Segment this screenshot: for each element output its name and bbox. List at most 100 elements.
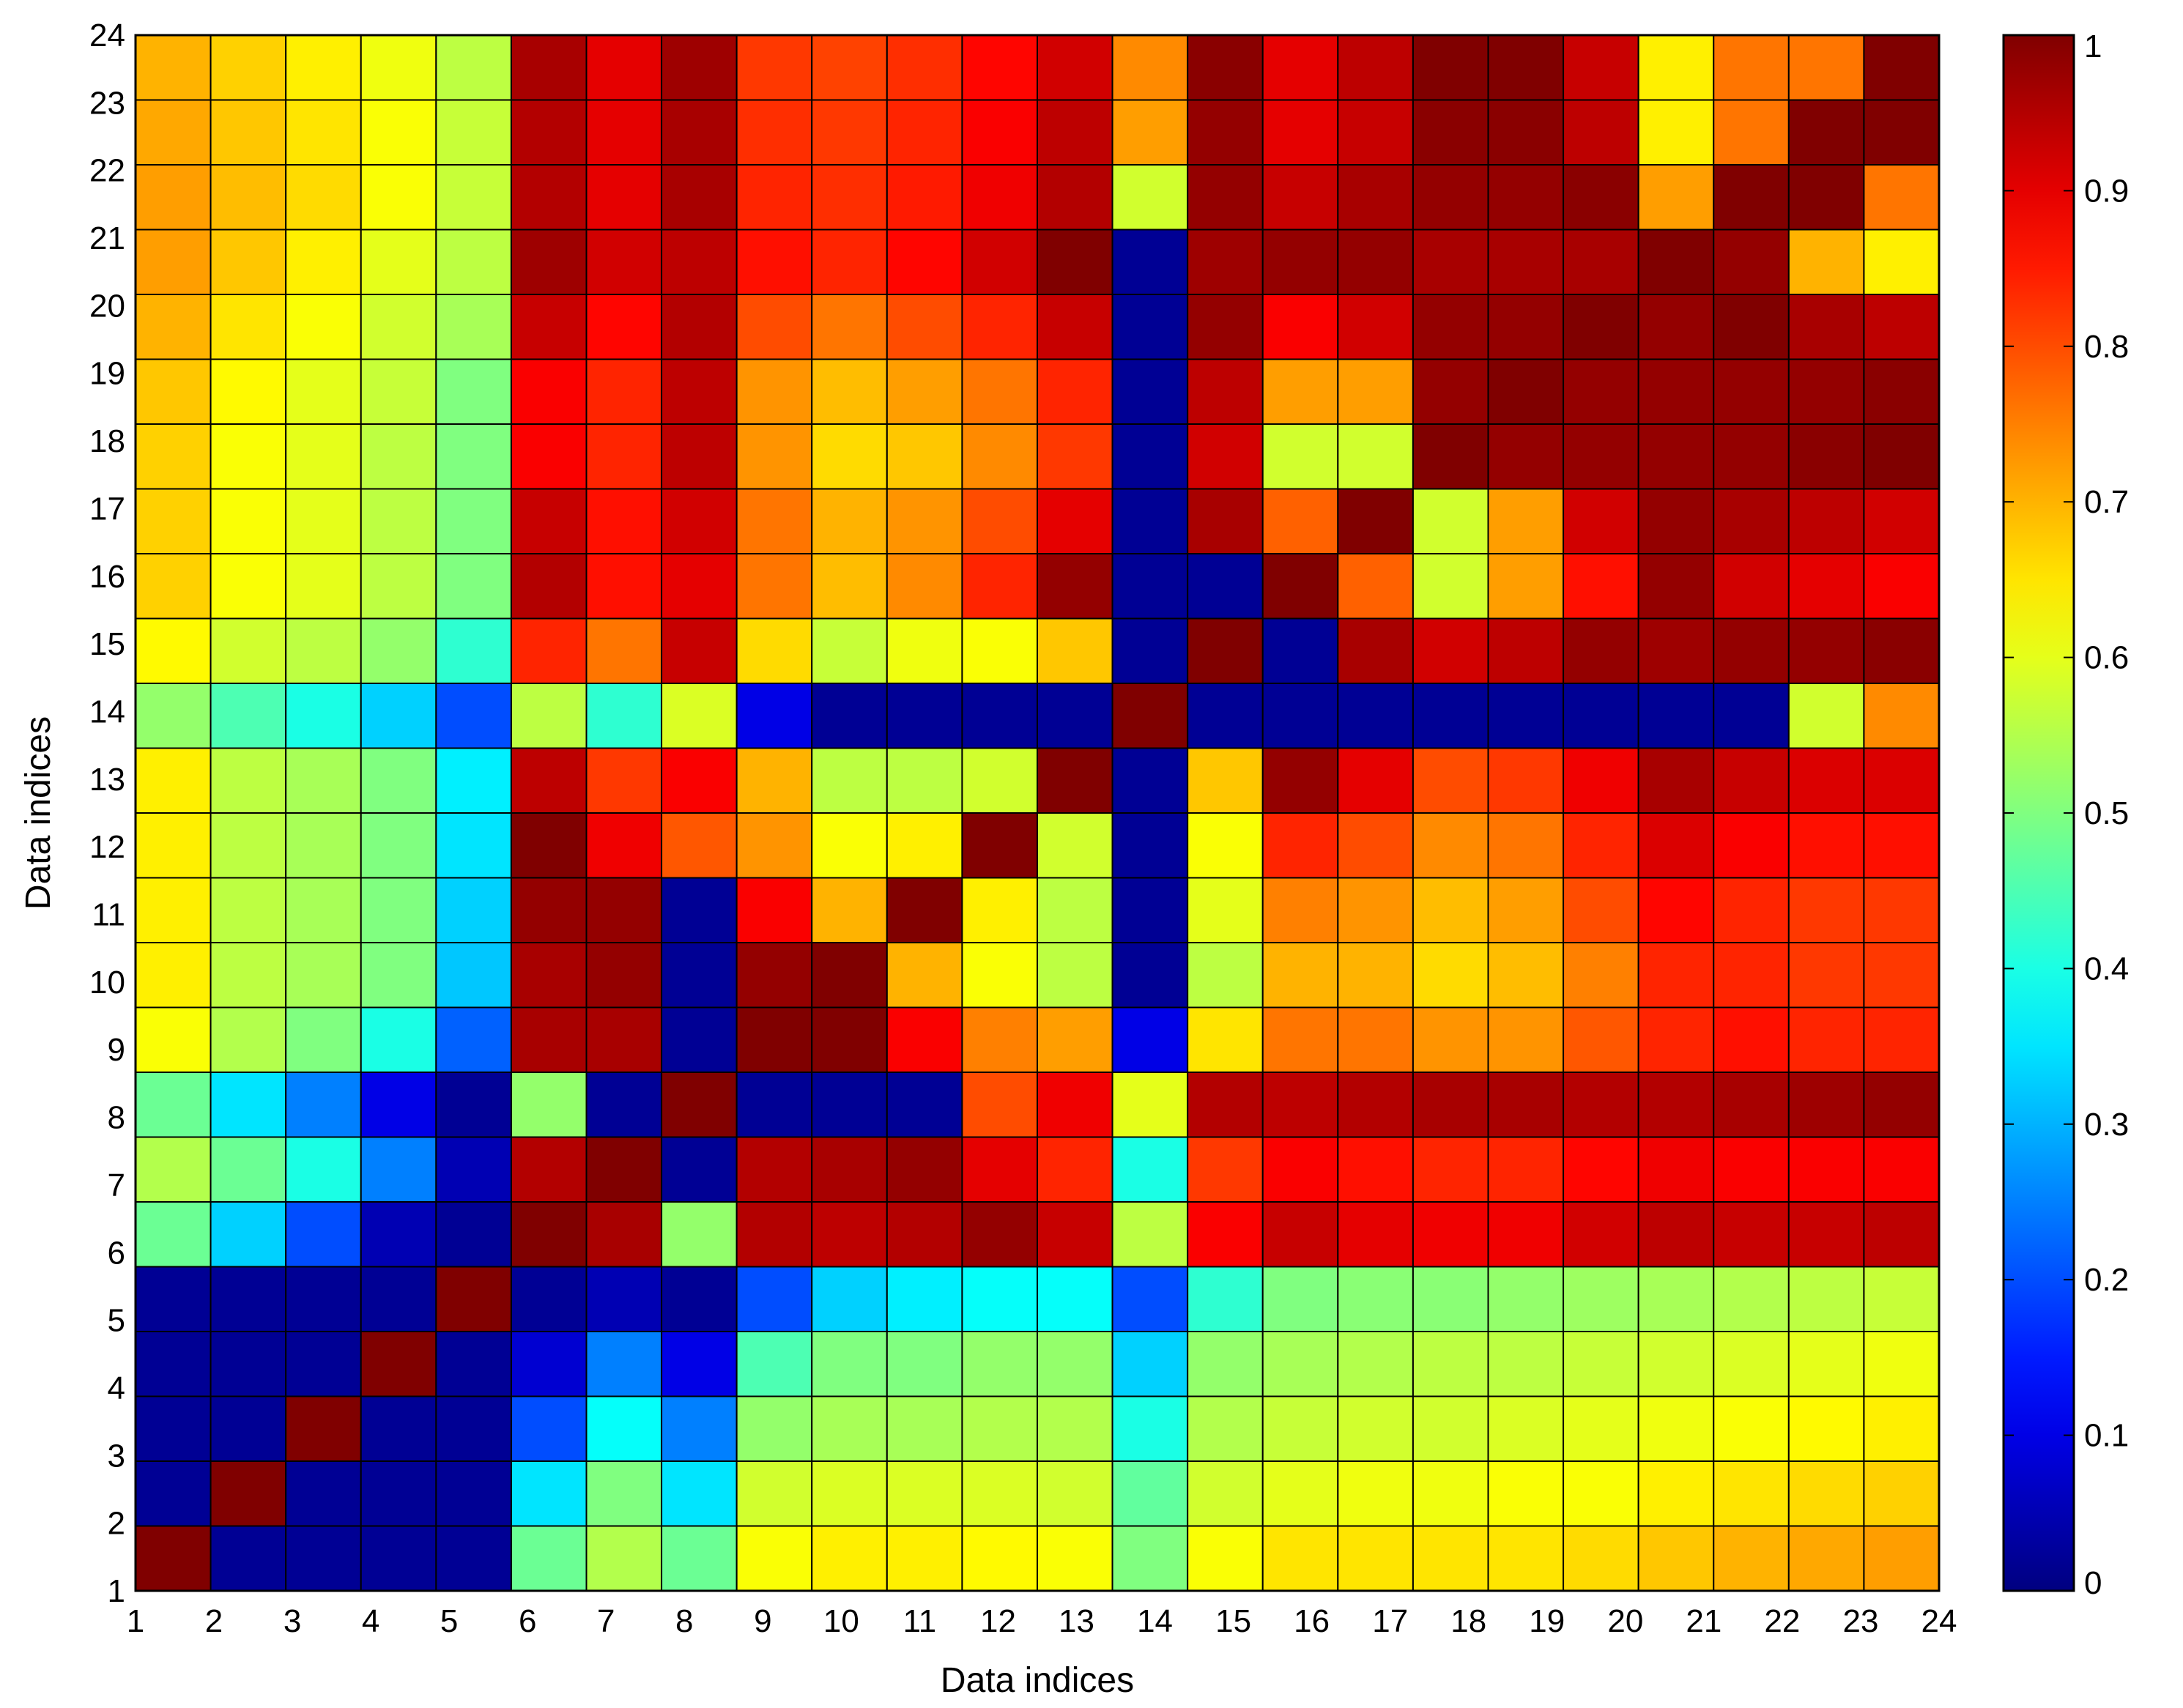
heatmap-cell — [1487, 683, 1565, 749]
heatmap-cell — [1637, 553, 1715, 620]
heatmap-cell — [661, 423, 738, 490]
heatmap-cell — [135, 747, 212, 814]
heatmap-cell — [1337, 1136, 1414, 1203]
heatmap-cell — [811, 1525, 888, 1592]
heatmap-cell — [1261, 942, 1339, 1009]
heatmap-cells — [135, 34, 1940, 1592]
y-tick-label: 2 — [108, 1506, 125, 1542]
heatmap-cell — [886, 553, 963, 620]
heatmap-cell — [285, 1136, 362, 1203]
heatmap-cell — [1111, 423, 1189, 490]
heatmap-cell — [135, 99, 212, 166]
heatmap-cell — [1563, 164, 1639, 231]
heatmap-cell — [661, 683, 738, 749]
heatmap-cell — [735, 877, 813, 943]
heatmap-cell — [135, 877, 212, 943]
heatmap-cell — [961, 358, 1039, 425]
heatmap-cell — [210, 34, 287, 101]
heatmap-cell — [1787, 1072, 1865, 1138]
heatmap-cell — [886, 1266, 963, 1332]
heatmap-cell — [1637, 1525, 1715, 1592]
x-tick-label: 12 — [980, 1603, 1016, 1639]
heatmap-cell — [961, 1331, 1039, 1397]
x-tick-label: 20 — [1607, 1603, 1643, 1639]
y-tick-label: 8 — [108, 1100, 125, 1136]
heatmap-cell — [811, 1331, 888, 1397]
heatmap-cell — [285, 423, 362, 490]
heatmap-cell — [435, 812, 512, 879]
heatmap-cell — [886, 1201, 963, 1268]
heatmap-cell — [285, 812, 362, 879]
heatmap-cell — [1637, 683, 1715, 749]
heatmap-cell — [1111, 1460, 1189, 1527]
x-tick-label: 17 — [1372, 1603, 1408, 1639]
heatmap-cell — [1487, 877, 1565, 943]
heatmap-cell — [510, 229, 588, 295]
heatmap-cell — [210, 1072, 287, 1138]
heatmap-cell — [1187, 1072, 1264, 1138]
heatmap-cell — [1787, 617, 1865, 684]
heatmap-cell — [360, 1460, 437, 1527]
heatmap-cell — [1187, 1266, 1264, 1332]
heatmap-cell — [961, 812, 1039, 879]
heatmap-cell — [1863, 553, 1940, 620]
heatmap-cell — [735, 1072, 813, 1138]
heatmap-cell — [1487, 942, 1565, 1009]
heatmap-cell — [285, 99, 362, 166]
heatmap-cell — [285, 942, 362, 1009]
heatmap-cell — [210, 1136, 287, 1203]
heatmap-cell — [1563, 553, 1639, 620]
heatmap-cell — [1111, 1072, 1189, 1138]
heatmap-cell — [1787, 683, 1865, 749]
heatmap-cell — [1637, 34, 1715, 101]
heatmap-cell — [285, 683, 362, 749]
heatmap-cell — [210, 1331, 287, 1397]
y-tick-label: 9 — [108, 1032, 125, 1068]
heatmap-cell — [1863, 877, 1940, 943]
heatmap-cell — [360, 423, 437, 490]
heatmap-cell — [735, 34, 813, 101]
heatmap-cell — [1487, 747, 1565, 814]
heatmap-cell — [1863, 1460, 1940, 1527]
heatmap-cell — [886, 1460, 963, 1527]
heatmap-cell — [1261, 1266, 1339, 1332]
heatmap-cell — [961, 164, 1039, 231]
heatmap-cell — [435, 294, 512, 360]
heatmap-cell — [1337, 1525, 1414, 1592]
heatmap-cell — [210, 1460, 287, 1527]
heatmap-cell — [1187, 1460, 1264, 1527]
heatmap-cell — [585, 877, 663, 943]
heatmap-cell — [210, 1266, 287, 1332]
y-tick-label: 22 — [89, 153, 125, 189]
heatmap-cell — [585, 164, 663, 231]
heatmap-cell — [360, 1136, 437, 1203]
heatmap-cell — [135, 1136, 212, 1203]
heatmap-cell — [135, 1460, 212, 1527]
heatmap-cell — [735, 812, 813, 879]
heatmap-cell — [1261, 683, 1339, 749]
heatmap-cell — [1261, 812, 1339, 879]
heatmap-cell — [210, 358, 287, 425]
heatmap-cell — [811, 747, 888, 814]
x-tick-label: 1 — [127, 1603, 144, 1639]
heatmap-cell — [1713, 683, 1790, 749]
heatmap-cell — [1713, 358, 1790, 425]
heatmap-cell — [886, 164, 963, 231]
heatmap-cell — [285, 1460, 362, 1527]
x-tick-label: 16 — [1294, 1603, 1330, 1639]
heatmap-cell — [1563, 877, 1639, 943]
heatmap-cell — [961, 1136, 1039, 1203]
heatmap-cell — [285, 294, 362, 360]
heatmap-cell — [886, 812, 963, 879]
heatmap-cell — [1412, 488, 1489, 554]
heatmap-cell — [1637, 1331, 1715, 1397]
heatmap-cell — [1563, 294, 1639, 360]
heatmap-cell — [210, 423, 287, 490]
heatmap-cell — [1487, 553, 1565, 620]
heatmap-cell — [585, 812, 663, 879]
heatmap-cell — [1261, 617, 1339, 684]
heatmap-cell — [135, 683, 212, 749]
heatmap-cell — [886, 1331, 963, 1397]
heatmap-cell — [435, 99, 512, 166]
heatmap-cell — [510, 1460, 588, 1527]
